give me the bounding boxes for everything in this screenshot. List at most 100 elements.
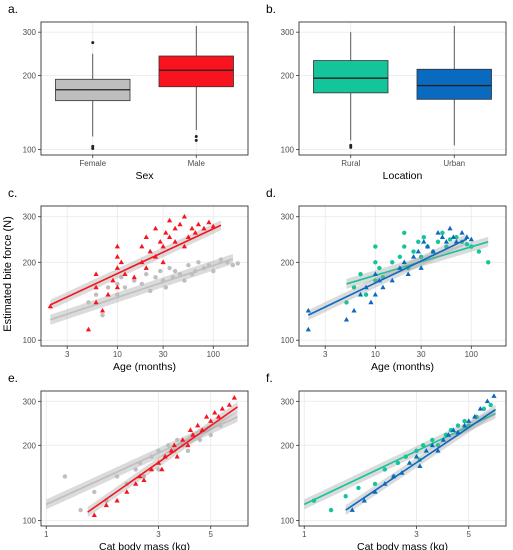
data-point xyxy=(231,394,237,400)
data-point xyxy=(351,285,357,290)
y-tick-label: 100 xyxy=(23,516,37,525)
data-point xyxy=(349,507,355,512)
data-point xyxy=(114,254,120,259)
data-point xyxy=(447,225,453,231)
panel-label: b. xyxy=(266,2,276,16)
data-point xyxy=(380,284,386,290)
data-point xyxy=(114,284,120,290)
data-point xyxy=(181,243,188,249)
data-point xyxy=(455,423,461,428)
data-point xyxy=(485,260,491,265)
data-point xyxy=(141,474,147,479)
data-point xyxy=(180,437,186,442)
data-point xyxy=(305,326,311,332)
data-point xyxy=(93,271,99,276)
data-point xyxy=(166,443,171,448)
panel-b: b. 100 200 300 Rural Urban Location xyxy=(266,2,507,182)
data-point xyxy=(373,244,378,249)
panel-e: e. 100 200 300 1 3 5 Cat body mass (kg) xyxy=(8,371,249,550)
data-point xyxy=(163,285,169,290)
plot-border xyxy=(40,390,249,527)
data-point xyxy=(100,312,105,318)
data-point xyxy=(114,497,120,503)
data-point xyxy=(122,285,128,290)
data-point xyxy=(143,265,149,270)
data-point xyxy=(103,502,109,508)
x-tick-label: 5 xyxy=(209,530,214,539)
x-tick-label: 30 xyxy=(417,350,426,359)
data-point xyxy=(328,507,334,513)
data-point xyxy=(115,292,120,297)
data-point xyxy=(157,239,163,244)
data-point xyxy=(435,230,441,235)
data-point xyxy=(133,481,139,486)
x-tick-label: 3 xyxy=(156,530,161,539)
data-point xyxy=(185,448,191,454)
x-tick-label: Female xyxy=(79,159,106,168)
data-point xyxy=(159,466,165,472)
data-point xyxy=(421,239,427,244)
data-point xyxy=(421,235,427,240)
plot-border xyxy=(298,390,507,527)
x-tick-label: 1 xyxy=(44,530,49,539)
data-point xyxy=(343,316,350,322)
data-point xyxy=(420,443,426,448)
plot-border xyxy=(40,21,249,156)
plot-border xyxy=(40,205,249,347)
data-point xyxy=(372,481,378,487)
panel-label: d. xyxy=(266,186,276,200)
data-point xyxy=(435,239,441,245)
data-point xyxy=(406,460,413,465)
data-point xyxy=(372,489,378,494)
regression-line xyxy=(303,412,496,506)
data-point xyxy=(219,406,225,411)
x-axis-label: Location xyxy=(383,170,423,182)
data-point xyxy=(182,278,187,283)
data-point xyxy=(430,248,436,254)
data-point xyxy=(147,248,153,254)
data-point xyxy=(461,422,468,428)
data-point xyxy=(212,409,218,415)
data-point xyxy=(464,241,470,247)
data-point xyxy=(131,274,137,280)
data-point xyxy=(78,507,83,513)
data-point xyxy=(171,442,177,448)
data-point xyxy=(203,414,210,419)
data-point xyxy=(491,393,497,398)
data-point xyxy=(472,414,478,419)
data-point xyxy=(402,230,407,236)
data-point xyxy=(141,477,147,482)
data-point xyxy=(440,230,445,236)
data-point xyxy=(390,260,395,265)
data-point xyxy=(181,213,188,219)
data-point xyxy=(218,257,224,262)
data-point xyxy=(358,271,363,277)
y-tick-label: 300 xyxy=(281,213,295,222)
outlier-point xyxy=(349,143,353,147)
data-point xyxy=(166,217,173,223)
data-point xyxy=(410,254,417,259)
data-point xyxy=(160,243,166,249)
data-point xyxy=(156,467,161,472)
data-point xyxy=(118,259,124,265)
data-point xyxy=(417,463,423,468)
grid-lines xyxy=(41,391,248,526)
data-point xyxy=(397,265,403,270)
data-point xyxy=(167,265,172,271)
data-point xyxy=(453,239,460,244)
data-point xyxy=(208,432,213,438)
series-triangles xyxy=(305,225,474,332)
data-point xyxy=(119,275,124,280)
regression-line xyxy=(45,416,238,506)
data-point xyxy=(144,271,149,277)
y-tick-label: 100 xyxy=(281,146,295,155)
data-point xyxy=(450,234,456,240)
data-point xyxy=(377,265,382,271)
data-point xyxy=(124,489,130,494)
x-tick-label: 5 xyxy=(467,530,472,539)
x-axis-label: Age (months) xyxy=(113,361,176,373)
data-point xyxy=(429,442,435,448)
data-point xyxy=(389,277,395,283)
data-point xyxy=(148,466,155,472)
data-point xyxy=(177,221,183,227)
